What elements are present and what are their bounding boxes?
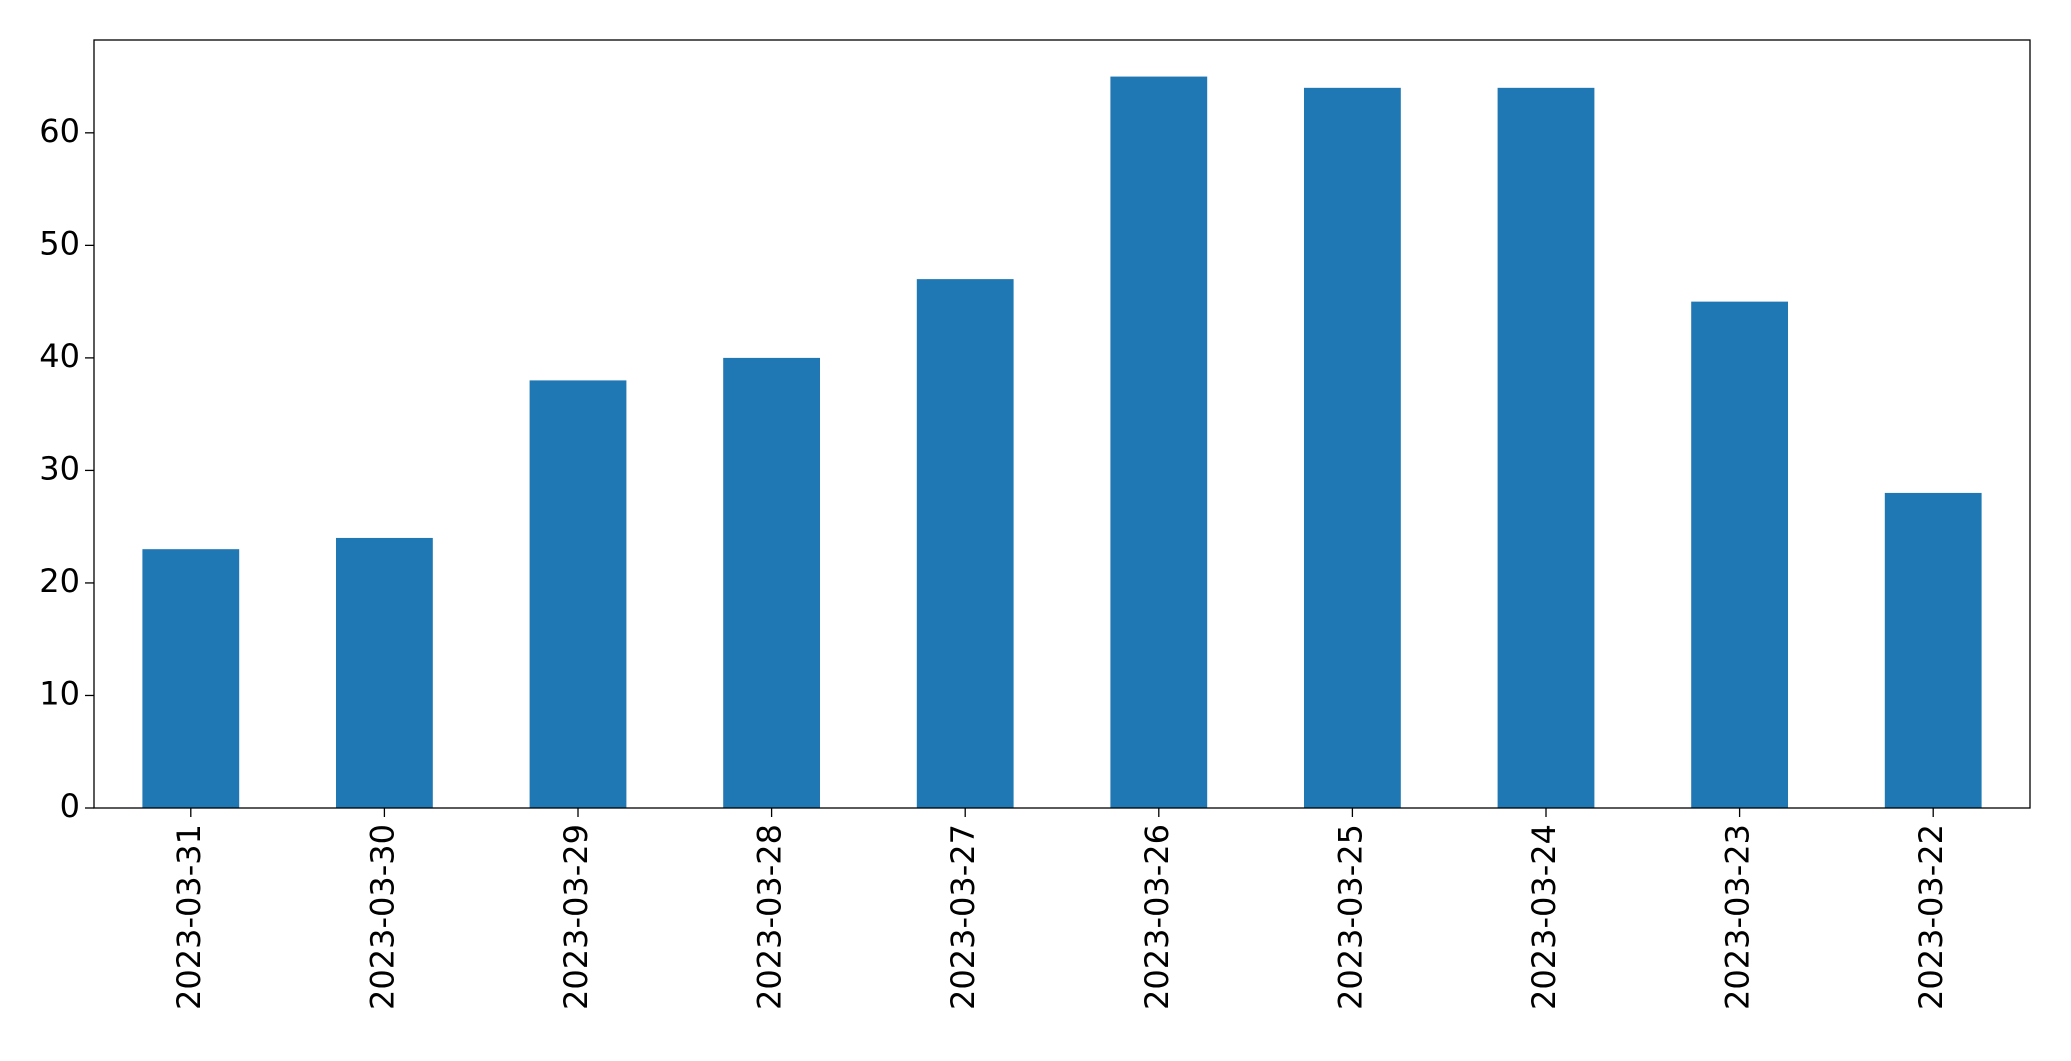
y-tick-label: 50 (39, 224, 80, 262)
bar (1884, 492, 1982, 808)
x-tick-label: 2023-03-30 (363, 824, 401, 1010)
x-tick-label: 2023-03-31 (170, 824, 208, 1010)
x-tick-label: 2023-03-25 (1331, 824, 1369, 1010)
bar (142, 549, 240, 808)
x-tick-label: 2023-03-24 (1525, 824, 1563, 1010)
y-tick-label: 60 (39, 112, 80, 150)
x-tick-label: 2023-03-23 (1719, 824, 1757, 1010)
y-tick-label: 10 (39, 674, 80, 712)
y-tick-label: 30 (39, 449, 80, 487)
bar (723, 357, 820, 808)
bar (529, 380, 627, 808)
bar (1304, 87, 1401, 809)
plot-frame (93, 39, 2031, 809)
y-tick-label: 20 (39, 562, 80, 600)
x-tick-label: 2023-03-29 (557, 824, 595, 1010)
bar (336, 537, 433, 808)
x-tick-label: 2023-03-26 (1138, 824, 1176, 1010)
bar (1691, 301, 1788, 808)
y-tick-label: 40 (39, 337, 80, 375)
y-tick-label: 0 (60, 787, 80, 825)
x-tick-label: 2023-03-28 (751, 824, 789, 1010)
bar (916, 279, 1014, 809)
bar (1497, 87, 1595, 809)
x-tick-label: 2023-03-22 (1912, 824, 1950, 1010)
x-tick-label: 2023-03-27 (944, 824, 982, 1010)
bar (1110, 76, 1208, 809)
